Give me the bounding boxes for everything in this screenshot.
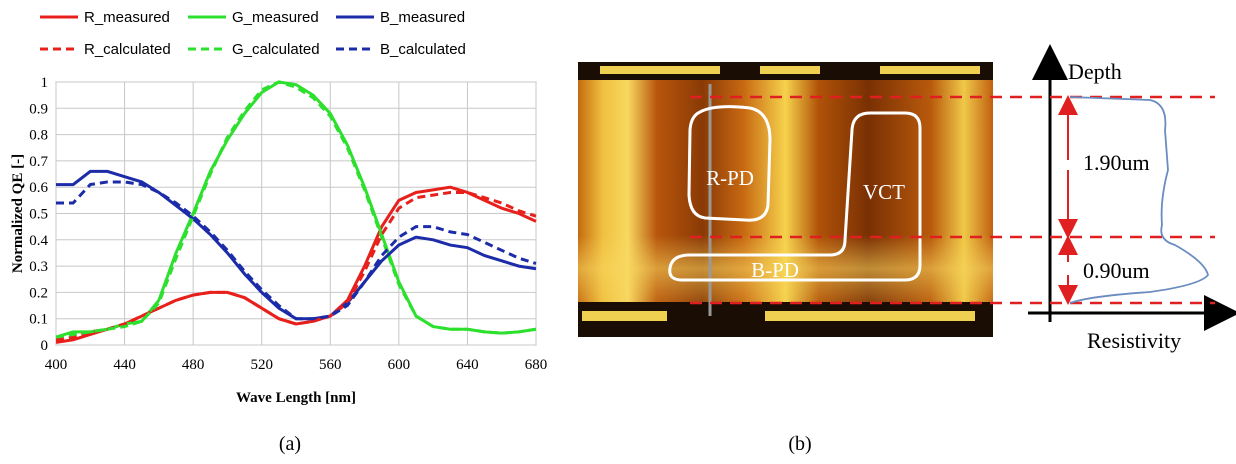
legend-label: B_measured	[380, 9, 465, 26]
x-tick-label: 520	[250, 357, 273, 373]
y-tick-label: 0.4	[29, 233, 48, 249]
dimension-label: 0.90um	[1083, 258, 1150, 283]
legend-label: R_calculated	[84, 41, 171, 58]
y-tick-label: 0.1	[29, 312, 48, 328]
caption: (b)	[788, 433, 811, 455]
y-tick-label: 0	[41, 338, 49, 354]
x-tick-label: 600	[388, 357, 411, 373]
x-tick-label: 680	[525, 357, 548, 373]
legend-label: B_calculated	[380, 41, 466, 58]
y-axis-label: Normalized QE [-]	[10, 154, 26, 273]
y-tick-label: 0.5	[29, 207, 48, 223]
x-tick-label: 400	[45, 357, 68, 373]
x-tick-label: 560	[319, 357, 342, 373]
y-tick-label: 0.6	[29, 180, 48, 196]
chart-a: 0 0.1 0.2 0.3 0.4 0.5 0.6 0.7 0.8 0.9 1 400 440 480 52…	[10, 9, 547, 406]
legend-label: G_measured	[232, 9, 319, 26]
y-tick-label: 0.8	[29, 128, 48, 144]
x-axis-label: Wave Length [nm]	[236, 390, 356, 406]
axis-label: Resistivity	[1087, 328, 1181, 353]
sem-image: R-PD VCT B-PD	[578, 62, 993, 337]
figure: 0 0.1 0.2 0.3 0.4 0.5 0.6 0.7 0.8 0.9 1 400 440 480 52…	[0, 0, 1236, 464]
y-tick-label: 0.9	[29, 101, 48, 117]
legend-label: G_calculated	[232, 41, 320, 58]
x-tick-label: 480	[182, 357, 205, 373]
legend-label: R_measured	[84, 9, 170, 26]
region-label: R-PD	[706, 166, 754, 190]
y-tick-label: 1	[41, 75, 49, 91]
y-tick-label: 0.7	[29, 154, 48, 170]
y-tick-label: 0.2	[29, 285, 48, 301]
y-tick-label: 0.3	[29, 259, 48, 275]
axis-label: Depth	[1068, 59, 1122, 84]
caption: (a)	[279, 433, 301, 455]
region-label: B-PD	[751, 258, 799, 282]
region-label: VCT	[863, 180, 905, 204]
x-tick-label: 440	[113, 357, 136, 373]
x-tick-label: 640	[456, 357, 479, 373]
dimension-label: 1.90um	[1083, 150, 1150, 175]
